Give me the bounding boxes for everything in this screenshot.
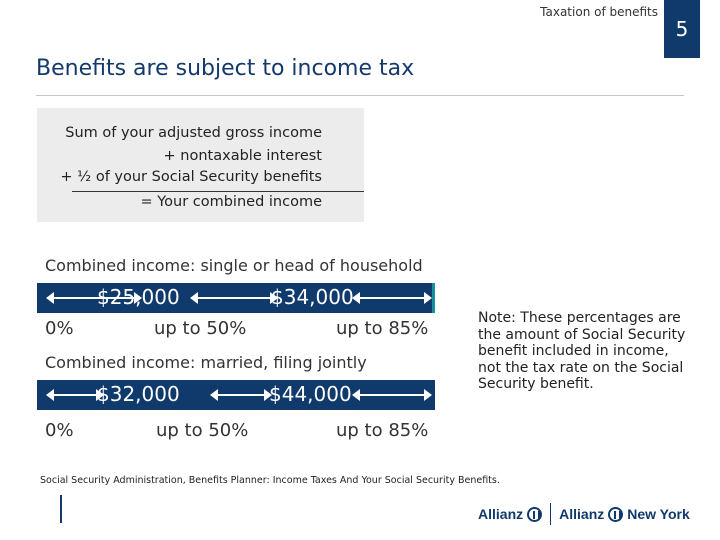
left-arrow-icon [46,292,142,304]
single-tier-50: up to 50% [154,318,247,339]
right-arrow-icon [352,389,432,401]
left-arrow-icon [46,389,104,401]
title-divider [36,95,684,96]
single-tier-85: up to 85% [336,318,429,339]
married-threshold-low: $32,000 [97,382,180,406]
single-threshold-band: $25,000 $34,000 [37,283,435,313]
logo-separator [550,503,552,525]
formula-result: = Your combined income [140,194,322,210]
new-york-logo-text: New York [627,506,690,522]
slide-title: Benefits are subject to income tax [36,56,415,81]
allianz-logo-text: Allianz [478,506,524,522]
single-tier-0: 0% [45,318,74,339]
single-threshold-low: $25,000 [97,285,180,309]
formula-sum-rule [72,191,364,192]
married-tier-0: 0% [45,420,74,441]
right-arrow-icon [352,292,432,304]
note-text: Note: These percentages are the amount o… [478,310,686,392]
married-threshold-band: $32,000 $44,000 [37,380,435,410]
single-threshold-high: $34,000 [271,285,354,309]
footer-logos: Allianz Allianz New York [478,503,690,525]
allianz-ny-logo-text: Allianz [559,506,605,522]
formula-line-agi: Sum of your adjusted gross income [65,125,322,141]
formula-line-half-benefits: + ½ of your Social Security benefits [60,169,322,185]
single-heading: Combined income: single or head of house… [45,256,423,275]
married-heading: Combined income: married, filing jointly [45,353,367,372]
married-tier-85: up to 85% [336,420,429,441]
double-arrow-icon [210,389,272,401]
married-threshold-high: $44,000 [269,382,352,406]
married-tier-50: up to 50% [156,420,249,441]
page-number-badge: 5 [664,0,700,58]
allianz-eagle-icon [527,506,543,522]
allianz-eagle-icon [608,506,624,522]
corner-accent-bar [60,495,62,523]
formula-line-interest: + nontaxable interest [163,148,322,164]
formula-box: Sum of your adjusted gross income + nont… [37,108,364,222]
section-label: Taxation of benefits [540,5,658,19]
double-arrow-icon [190,292,278,304]
source-footnote: Social Security Administration, Benefits… [40,475,500,486]
